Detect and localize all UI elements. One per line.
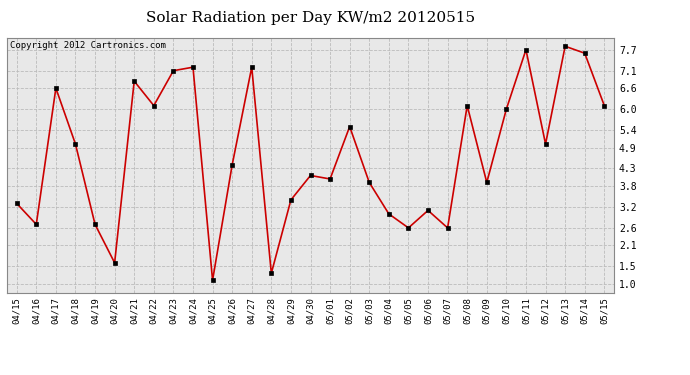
Text: Copyright 2012 Cartronics.com: Copyright 2012 Cartronics.com <box>10 41 166 50</box>
Text: Solar Radiation per Day KW/m2 20120515: Solar Radiation per Day KW/m2 20120515 <box>146 11 475 25</box>
